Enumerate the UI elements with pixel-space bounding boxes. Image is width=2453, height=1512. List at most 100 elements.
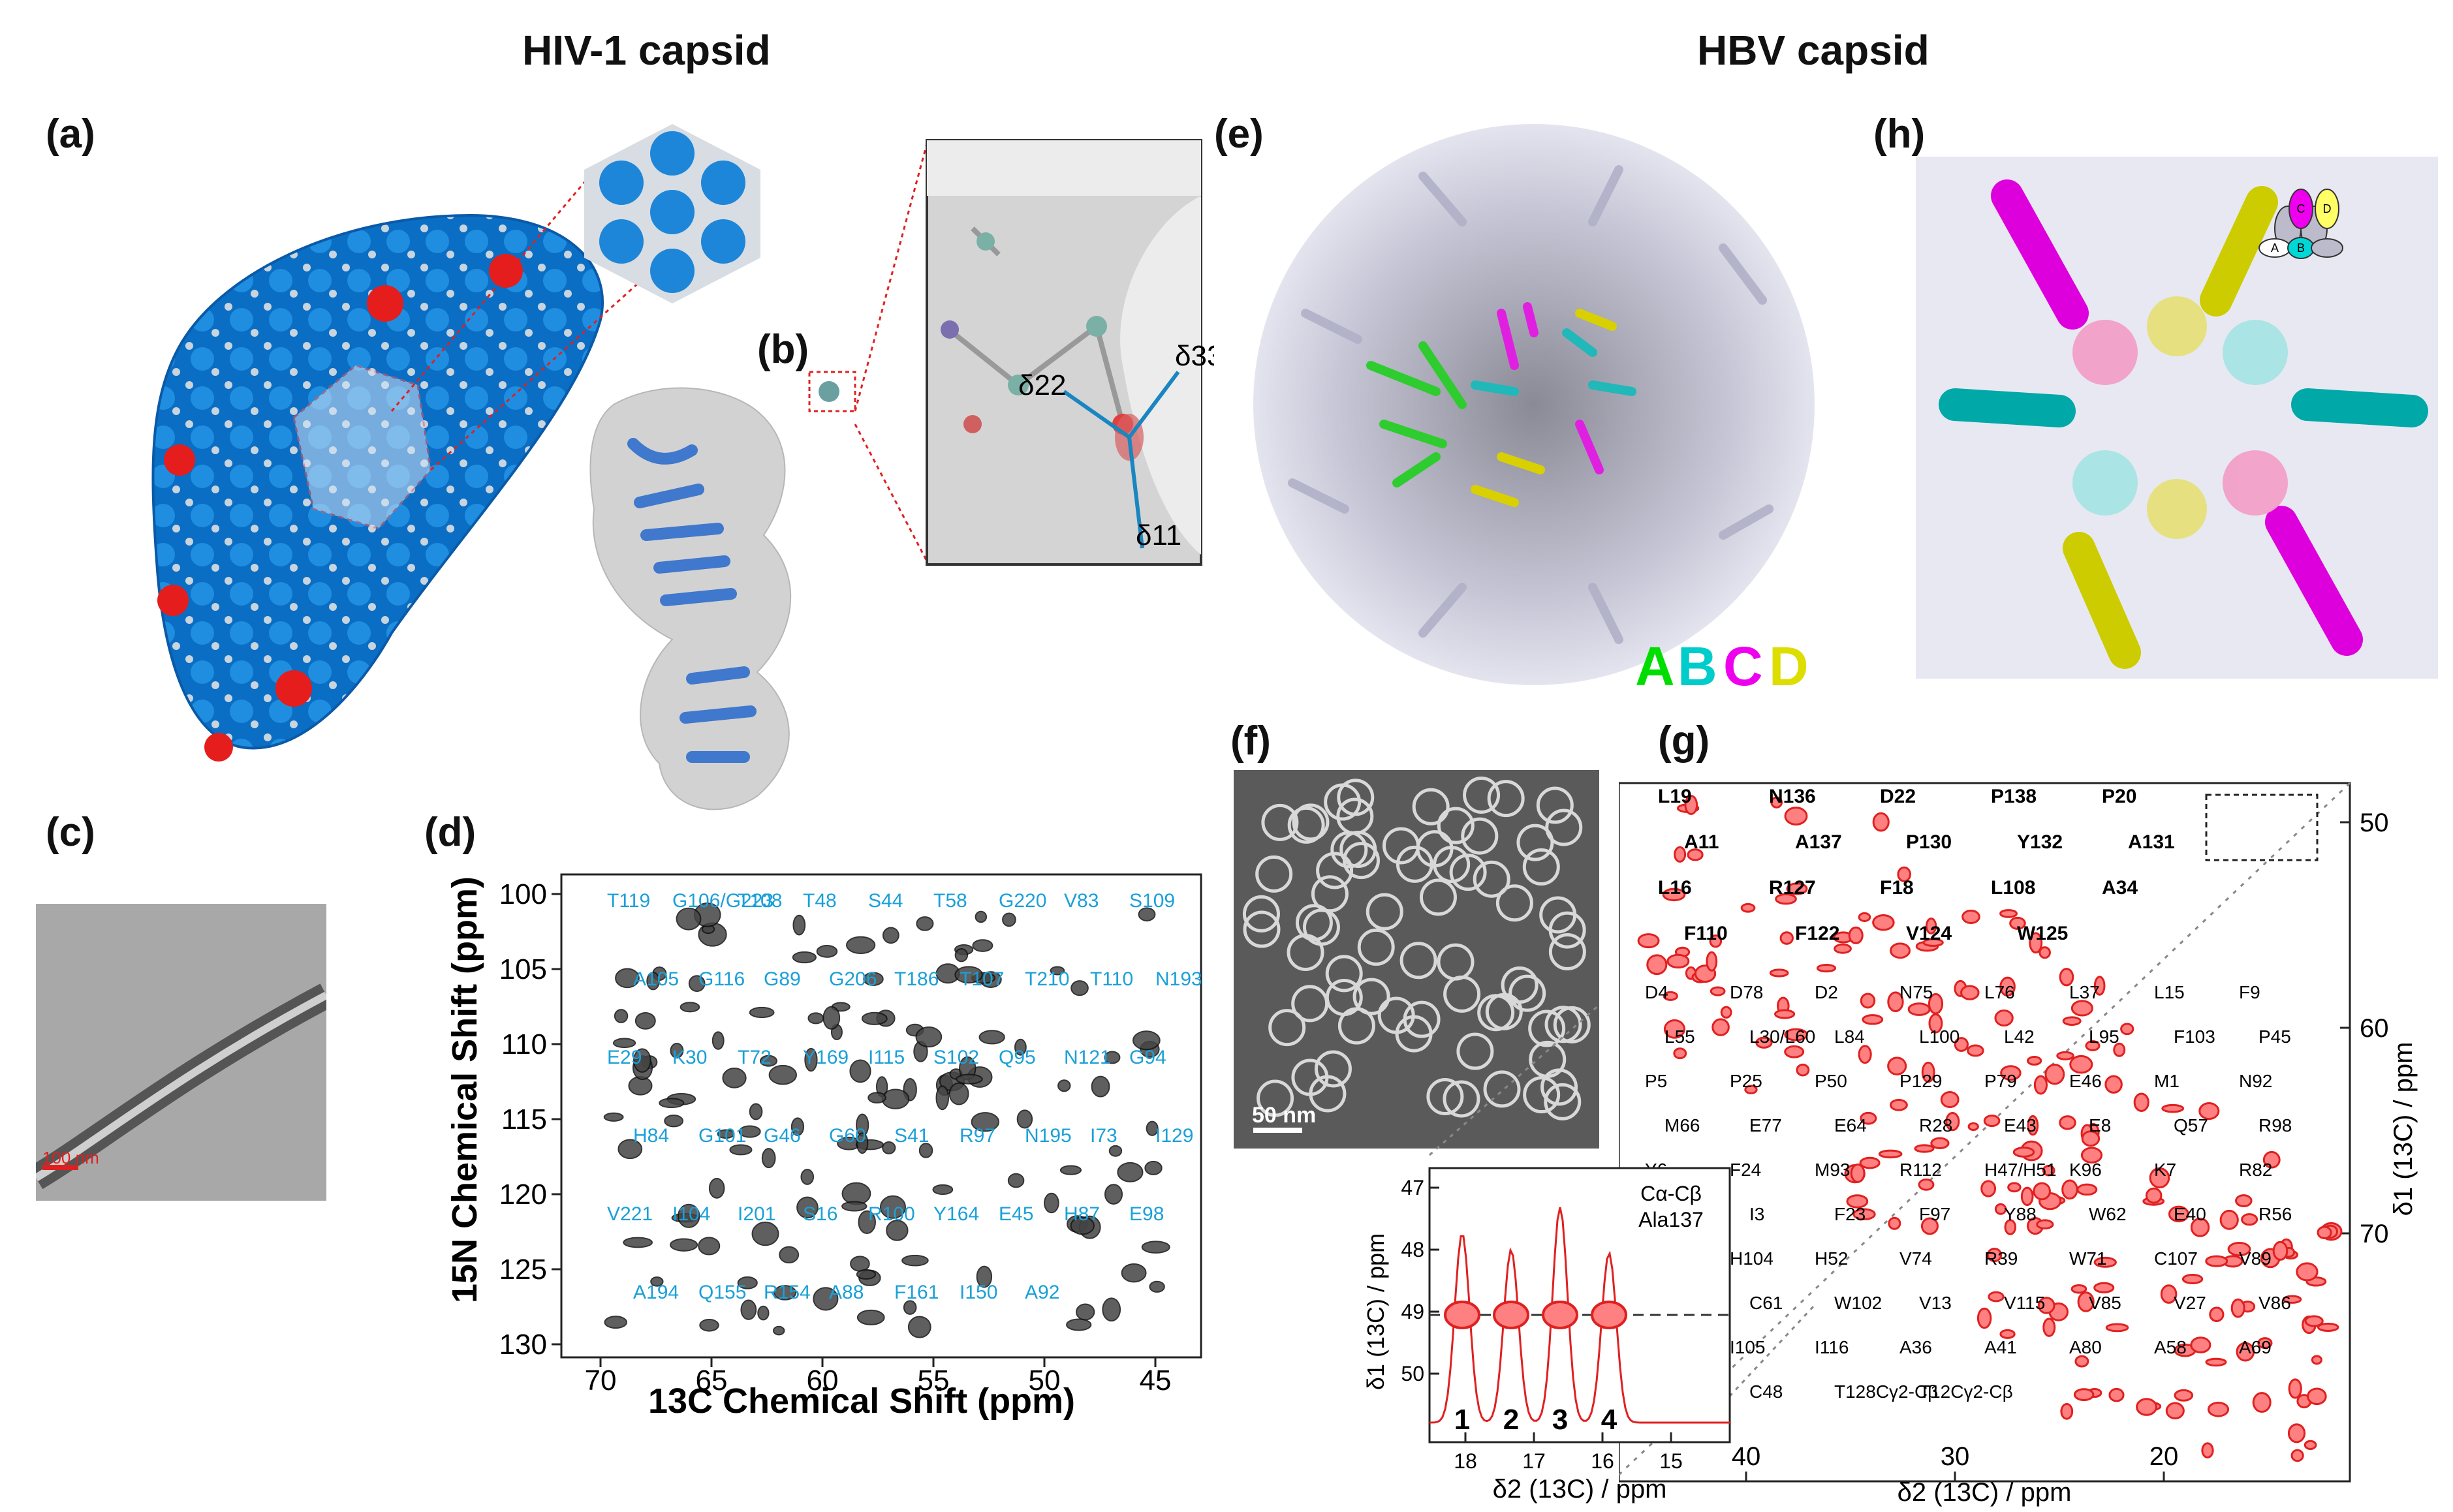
g-plot-frame: [1619, 782, 2351, 1483]
f-particle: [1330, 831, 1368, 869]
f-particle: [1399, 942, 1437, 980]
d-peak-label: G60: [829, 1125, 866, 1147]
d-peak: [708, 1177, 725, 1199]
g-peak: [1925, 918, 1937, 934]
g-peak: [1858, 912, 1871, 922]
d-peak-label: V83: [1064, 890, 1099, 912]
g-bold-label: N136: [1769, 786, 1816, 807]
g-peak-label: V13: [1919, 1293, 1952, 1313]
inset-peak: [1591, 1301, 1627, 1329]
g-peak: [1928, 1013, 1943, 1034]
g-peak-label: K96: [2069, 1160, 2102, 1180]
g-peak-label: L95: [2089, 1026, 2119, 1047]
d-peak: [846, 936, 876, 954]
d-peak: [1144, 1160, 1163, 1175]
g-peak-label: R112: [1899, 1160, 1942, 1180]
d-peak: [856, 1269, 877, 1280]
g-peak-label: P50: [1815, 1071, 1847, 1091]
g-peak: [1744, 1085, 1758, 1094]
f-particle: [1309, 1075, 1347, 1113]
g-peak-label: D4: [1645, 982, 1668, 1002]
f-particle: [1483, 1070, 1521, 1108]
d-peak: [861, 1011, 888, 1025]
g-bold-label: D22: [1880, 786, 1916, 807]
g-bold-label: R127: [1769, 877, 1816, 899]
g-peak-label: L42: [2004, 1026, 2035, 1047]
d-ytick-label: 120: [499, 1179, 547, 1211]
d-peak: [971, 1112, 1000, 1132]
panel-label-f: (f): [1230, 718, 1271, 764]
inset-yticks: 47 48 49 50: [1401, 1176, 1439, 1385]
d-peak-label: F161: [894, 1282, 939, 1303]
g-peak: [1786, 882, 1808, 895]
g-peak: [2080, 1147, 2103, 1164]
g-peak: [2093, 1256, 2117, 1268]
g-peak-label: I3: [1749, 1204, 1764, 1224]
d-peak: [688, 975, 706, 993]
g-peak-label: P45: [2258, 1026, 2291, 1047]
d-peak-label: T58: [933, 890, 967, 912]
g-peak: [2181, 1273, 2204, 1285]
g-peak: [2235, 1194, 2253, 1207]
g-peak: [1663, 991, 1678, 1001]
d-peak: [1104, 1051, 1121, 1064]
inset-ytick-label: 49: [1401, 1300, 1424, 1323]
g-peak-label: E8: [2089, 1115, 2111, 1135]
g-peak: [2262, 1150, 2281, 1169]
g-peak: [2287, 1423, 2306, 1443]
d-peak-label: R97: [960, 1125, 995, 1147]
g-peak: [1859, 1156, 1881, 1169]
d-peak-label: Y169: [803, 1047, 849, 1068]
f-particle: [1325, 979, 1363, 1017]
d-xtick-label: 50: [1029, 1365, 1061, 1396]
d-peak-label: T107: [960, 968, 1004, 990]
d-peak: [792, 914, 806, 936]
g-peak: [2209, 1306, 2225, 1323]
d-peak: [856, 1309, 885, 1325]
g-peak: [1637, 933, 1660, 949]
f-particle: [1433, 846, 1471, 884]
panel-g-spectrum: 40 30 20 50 60 70 δ2 (13C) / ppm δ1 (13C) / …: [1619, 782, 2418, 1507]
d-peak-label: G89: [764, 968, 801, 990]
d-peak: [807, 1012, 824, 1025]
g-peak: [2174, 1389, 2194, 1402]
inset-peak: [1444, 1301, 1480, 1329]
g-peak: [2317, 1322, 2339, 1332]
d-peak-label: I115: [868, 1047, 905, 1068]
g-peak: [1852, 1208, 1876, 1221]
f-particle: [1456, 1032, 1494, 1070]
letter-d: D: [1769, 636, 1809, 697]
g-peak: [2074, 1355, 2089, 1368]
d-peak-label: G106/G223: [672, 890, 773, 912]
d-peak-label: I201: [738, 1203, 775, 1225]
d-peak: [604, 1316, 627, 1329]
d-peak: [751, 1222, 779, 1246]
g-peak: [1775, 893, 1797, 905]
g-peak: [1994, 1203, 2007, 1215]
g-peak: [2120, 1023, 2134, 1036]
d-peak: [699, 1319, 719, 1332]
g-peak-label: P129: [1899, 1071, 1942, 1091]
d-peak: [800, 1169, 815, 1185]
f-particle: [1443, 1080, 1480, 1118]
g-peak-label: L55: [1664, 1026, 1695, 1047]
g-peak: [1769, 968, 1789, 978]
g-peak-label: R56: [2258, 1204, 2292, 1224]
d-peak-label: K30: [672, 1047, 707, 1068]
inset-xlabel: δ2 (13C) / ppm: [1493, 1475, 1667, 1504]
f-particle: [1545, 809, 1583, 846]
panel-label-g: (g): [1658, 718, 1710, 764]
g-peak: [1967, 1122, 1979, 1132]
g-peak: [2093, 1282, 2115, 1293]
g-peak: [1999, 1329, 2016, 1339]
letter-a: A: [1635, 636, 1675, 697]
g-peak: [1897, 866, 1911, 882]
g-peak: [1940, 1090, 1960, 1109]
g-peak-label: P79: [1984, 1071, 2017, 1091]
d-peak-label: Q95: [999, 1047, 1036, 1068]
d-peak: [670, 1043, 684, 1058]
d-peak-label: A105: [633, 968, 679, 990]
panel-label-c: (c): [46, 810, 95, 855]
g-peak: [1967, 1044, 1984, 1057]
g-peak: [1687, 848, 1704, 861]
